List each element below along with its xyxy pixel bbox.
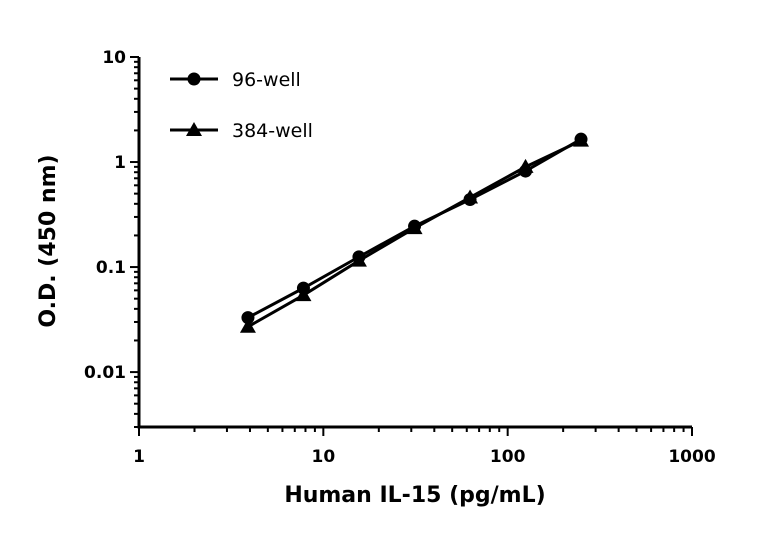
y-tick-label: 1 — [114, 153, 126, 173]
data-point — [295, 287, 312, 302]
legend: 96-well 384-well — [170, 69, 313, 142]
x-tick-label: 1 — [133, 447, 145, 467]
y-tick-label: 0.1 — [96, 258, 126, 278]
x-tick-label: 100 — [490, 447, 526, 467]
circle-marker-icon — [187, 72, 201, 86]
legend-item: 96-well — [170, 69, 301, 91]
data-point — [350, 252, 367, 267]
y-axis-label: O.D. (450 nm) — [36, 154, 61, 327]
x-axis-label: Human IL-15 (pg/mL) — [284, 483, 545, 508]
axes: 1 10 100 1000 0.01 0.1 1 10 — [84, 48, 716, 467]
data-point — [241, 311, 255, 325]
y-tick-label: 10 — [102, 48, 126, 68]
data-point — [573, 132, 590, 147]
data-point — [406, 220, 423, 235]
legend-label: 384-well — [232, 120, 313, 142]
data-point — [462, 189, 479, 204]
legend-item: 384-well — [170, 120, 313, 142]
x-tick-label: 10 — [311, 447, 335, 467]
y-tick-label: 0.01 — [84, 363, 126, 383]
legend-label: 96-well — [232, 69, 301, 91]
x-tick-label: 1000 — [668, 447, 715, 467]
triangle-marker-icon — [186, 122, 202, 136]
series-layer — [239, 132, 590, 333]
data-point — [517, 158, 534, 173]
series-384-well — [239, 132, 590, 333]
data-point — [239, 318, 256, 333]
